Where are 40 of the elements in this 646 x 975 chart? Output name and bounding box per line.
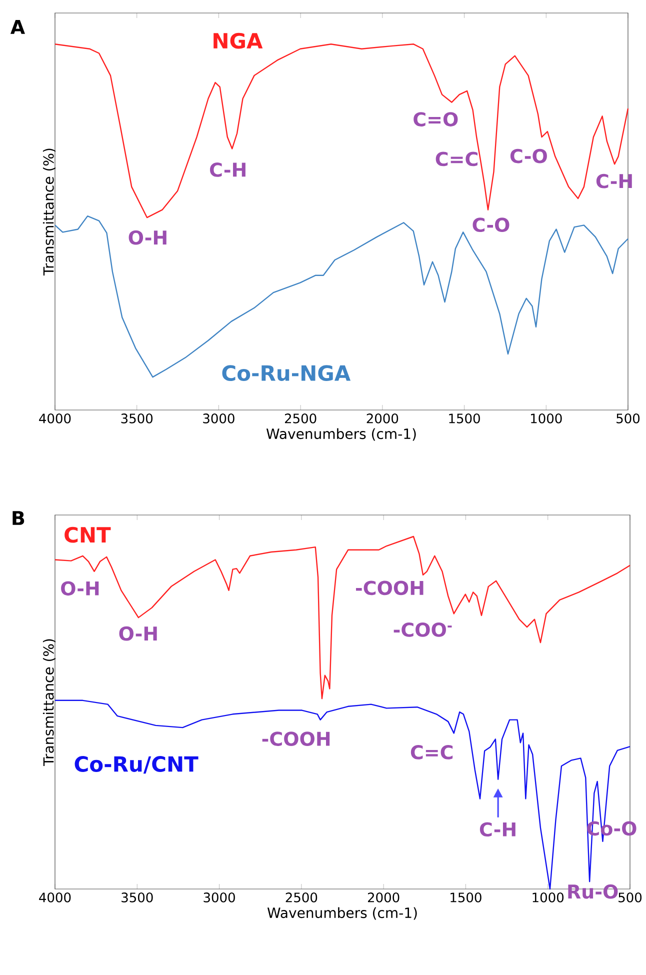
series-label: NGA <box>214 32 263 49</box>
x-tick-label: 3000 <box>203 414 234 424</box>
annotation: C-O <box>510 148 547 164</box>
series-label: CNT <box>64 526 111 543</box>
annotation: C-O <box>472 218 510 232</box>
annotation: Ru-O <box>568 884 618 899</box>
series-label: Co-Ru/CNT <box>74 756 198 774</box>
annotation: -COOH <box>262 732 330 746</box>
x-tick-label: 2500 <box>286 892 318 902</box>
x-tick-label: 3000 <box>204 892 235 902</box>
x-tick-label: 2000 <box>366 414 398 424</box>
x-tick-label: 1000 <box>531 414 562 424</box>
x-tick-label: 4000 <box>39 414 71 424</box>
annotation: C-H <box>210 162 246 177</box>
x-tick-label: 4000 <box>39 892 71 902</box>
annotation: C=O <box>414 112 458 126</box>
y-axis-title: Transmittance (%) <box>42 148 56 276</box>
text: B <box>12 511 24 525</box>
x-tick-label: 3500 <box>122 892 153 902</box>
annotation: C=C <box>410 745 453 760</box>
annotation: C-H <box>480 822 516 837</box>
x-axis-title: Wavenumbers (cm-1) <box>266 428 416 441</box>
annotation: O-H <box>61 581 99 596</box>
text: A <box>10 20 25 34</box>
x-tick-label: 3500 <box>121 414 153 424</box>
series-label: Co-Ru-NGA <box>222 365 351 382</box>
annotation: -COO$^{-}$ <box>394 622 452 637</box>
y-axis-title: Transmittance (%) <box>42 639 56 766</box>
x-tick-label: 500 <box>616 414 640 424</box>
annotation: O-H <box>128 230 166 245</box>
x-tick-label: 2000 <box>368 892 400 902</box>
x-tick-label: 1500 <box>449 414 480 424</box>
x-tick-label: 500 <box>618 892 642 902</box>
annotation: -COOH <box>356 580 424 596</box>
x-tick-label: 1000 <box>532 892 564 902</box>
x-tick-label: 2500 <box>284 414 316 424</box>
annotation: O-H <box>119 626 157 641</box>
x-tick-label: 1500 <box>450 892 482 902</box>
annotation: C=C <box>436 152 478 166</box>
x-axis-title: Wavenumbers (cm-1) <box>267 907 417 920</box>
